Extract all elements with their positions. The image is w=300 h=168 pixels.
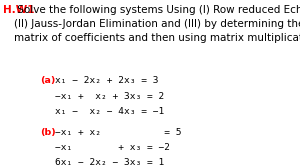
Text: x₁ −  x₂ − 4x₃ = −1: x₁ − x₂ − 4x₃ = −1 bbox=[55, 107, 164, 116]
Text: (b): (b) bbox=[40, 128, 56, 137]
Text: Solve the following systems Using (I) Row reduced Echelon Form
(II) Jauss-Jordan: Solve the following systems Using (I) Ro… bbox=[14, 5, 300, 43]
Text: −x₁        + x₃ = −2: −x₁ + x₃ = −2 bbox=[55, 143, 170, 152]
Text: x₁ − 2x₂ + 2x₃ = 3: x₁ − 2x₂ + 2x₃ = 3 bbox=[55, 76, 158, 85]
Text: −x₁ +  x₂ + 3x₃ = 2: −x₁ + x₂ + 3x₃ = 2 bbox=[55, 92, 164, 101]
Text: H.W1: H.W1 bbox=[3, 5, 34, 15]
Text: −x₁ + x₂           = 5: −x₁ + x₂ = 5 bbox=[55, 128, 181, 137]
Text: (a): (a) bbox=[40, 76, 56, 85]
Text: 6x₁ − 2x₂ − 3x₃ = 1: 6x₁ − 2x₂ − 3x₃ = 1 bbox=[55, 158, 164, 167]
